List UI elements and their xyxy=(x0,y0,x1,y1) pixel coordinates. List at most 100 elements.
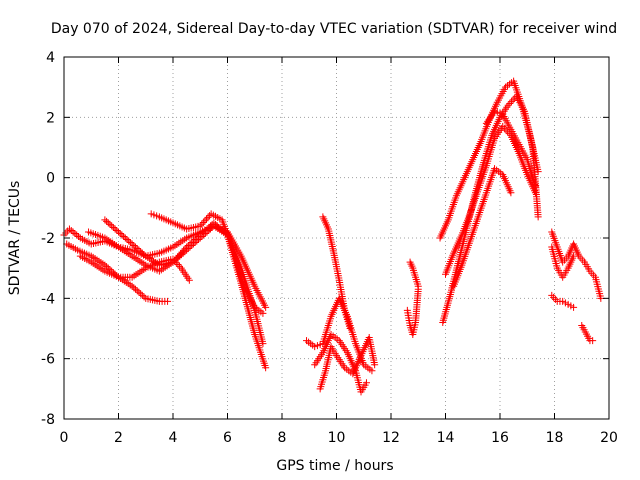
data-point xyxy=(176,262,184,270)
data-point xyxy=(121,234,129,242)
data-point xyxy=(189,240,197,248)
data-point xyxy=(186,243,194,251)
y-tick-labels: -8 -6 -4 -2 0 2 4 xyxy=(41,50,55,428)
data-point xyxy=(509,96,517,104)
x-tick-label: 14 xyxy=(437,430,455,446)
data-point xyxy=(259,309,267,317)
x-tick-label: 12 xyxy=(382,430,400,446)
data-point xyxy=(130,242,138,250)
data-point xyxy=(201,229,209,237)
data-point xyxy=(570,303,578,311)
data-point xyxy=(138,249,146,257)
y-tick-label: -8 xyxy=(41,412,55,428)
data-point xyxy=(206,225,214,233)
data-point xyxy=(531,183,539,191)
data-point xyxy=(191,239,199,247)
data-point xyxy=(200,231,208,239)
data-point xyxy=(118,231,126,239)
y-tick-label: 4 xyxy=(46,50,55,66)
data-point xyxy=(185,276,193,284)
data-point xyxy=(133,245,141,253)
data-point xyxy=(504,101,512,109)
data-point xyxy=(414,285,422,293)
data-point xyxy=(138,291,146,299)
data-point xyxy=(69,228,77,236)
data-point xyxy=(589,337,597,345)
data-point xyxy=(101,261,109,269)
data-point xyxy=(196,234,204,242)
data-point xyxy=(205,226,213,234)
x-tick-label: 2 xyxy=(114,430,123,446)
x-axis-title: GPS time / hours xyxy=(276,458,393,474)
data-point xyxy=(109,223,117,231)
data-point xyxy=(67,226,75,234)
data-point xyxy=(174,261,182,269)
data-point xyxy=(75,232,83,240)
data-point xyxy=(202,215,210,223)
data-point xyxy=(73,231,81,239)
data-point xyxy=(171,257,179,265)
data-point xyxy=(140,251,148,259)
x-tick-label: 20 xyxy=(600,430,618,446)
data-point xyxy=(206,212,214,220)
data-point xyxy=(262,364,270,372)
data-point xyxy=(507,189,515,197)
data-point xyxy=(111,225,119,233)
data-point xyxy=(113,226,121,234)
data-point xyxy=(125,237,133,245)
data-point xyxy=(371,361,379,369)
data-point xyxy=(115,228,122,236)
data-point xyxy=(362,379,370,387)
data-point xyxy=(71,229,79,237)
data-point xyxy=(169,258,177,266)
axis-ticks xyxy=(63,56,610,420)
data-point xyxy=(103,263,111,271)
y-axis-title: SDTVAR / TECUs xyxy=(7,181,23,296)
data-point xyxy=(195,236,203,244)
data-point xyxy=(198,232,206,240)
data-point xyxy=(193,237,201,245)
x-tick-label: 4 xyxy=(169,430,178,446)
chart-title: Day 070 of 2024, Sidereal Day-to-day VTE… xyxy=(51,21,617,37)
data-point xyxy=(128,282,136,290)
data-point xyxy=(113,272,121,280)
x-tick-label: 6 xyxy=(223,430,232,446)
data-point xyxy=(201,217,209,225)
data-point xyxy=(181,248,189,256)
data-point xyxy=(108,222,116,230)
data-point xyxy=(104,264,112,272)
data-point xyxy=(502,126,510,134)
data-point xyxy=(199,218,207,226)
data-point xyxy=(132,285,140,293)
data-point xyxy=(172,255,180,263)
data-point xyxy=(262,303,270,311)
data-point xyxy=(368,367,376,375)
data-point xyxy=(531,189,539,197)
data-point xyxy=(184,245,192,253)
data-points xyxy=(60,77,605,396)
y-tick-label: 0 xyxy=(46,171,55,187)
data-point xyxy=(346,325,354,332)
data-point xyxy=(120,232,128,240)
data-point xyxy=(135,288,143,296)
data-point xyxy=(135,246,143,254)
y-tick-label: -6 xyxy=(41,352,55,368)
data-point xyxy=(570,252,578,260)
x-tick-label: 8 xyxy=(278,430,287,446)
data-point xyxy=(198,220,206,228)
data-point xyxy=(178,251,186,259)
data-point xyxy=(507,98,515,106)
data-point xyxy=(196,222,204,230)
data-point xyxy=(204,213,212,221)
x-tick-label: 10 xyxy=(328,430,346,446)
y-tick-label: 2 xyxy=(46,110,55,126)
data-point xyxy=(116,229,124,237)
y-tick-label: -2 xyxy=(41,231,55,247)
data-point xyxy=(140,293,148,301)
data-point xyxy=(176,252,184,260)
data-point xyxy=(137,290,145,298)
data-point xyxy=(534,213,542,221)
data-point xyxy=(103,217,111,225)
data-point xyxy=(65,225,73,233)
